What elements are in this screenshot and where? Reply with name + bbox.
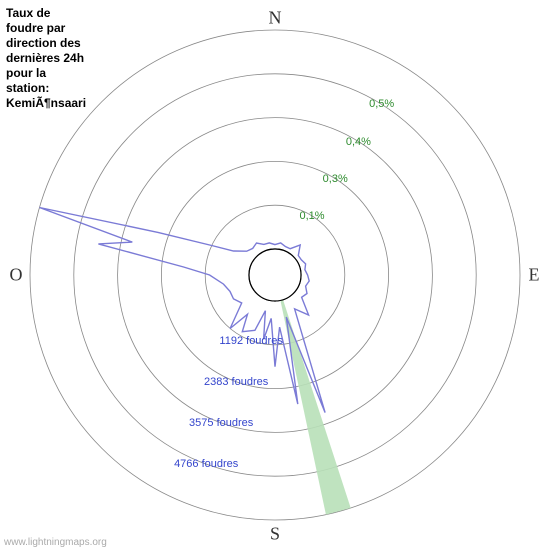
compass-N: N	[269, 8, 282, 29]
rate-ring-label: 0,3%	[323, 173, 348, 185]
compass-O: O	[10, 265, 23, 286]
count-ring-label: 2383 foudres	[204, 376, 268, 388]
rate-ring-label: 0,5%	[369, 98, 394, 110]
rate-ring-label: 0,4%	[346, 136, 371, 148]
count-ring-label: 4766 foudres	[174, 458, 238, 470]
watermark: www.lightningmaps.org	[4, 537, 107, 548]
count-ring-label: 1192 foudres	[219, 335, 282, 347]
rate-ring-label: 0,1%	[299, 210, 324, 222]
count-ring-label: 3575 foudres	[189, 417, 253, 429]
compass-E: E	[529, 265, 540, 286]
chart-title: Taux de foudre par direction des dernièr…	[6, 6, 86, 111]
compass-S: S	[270, 524, 280, 545]
